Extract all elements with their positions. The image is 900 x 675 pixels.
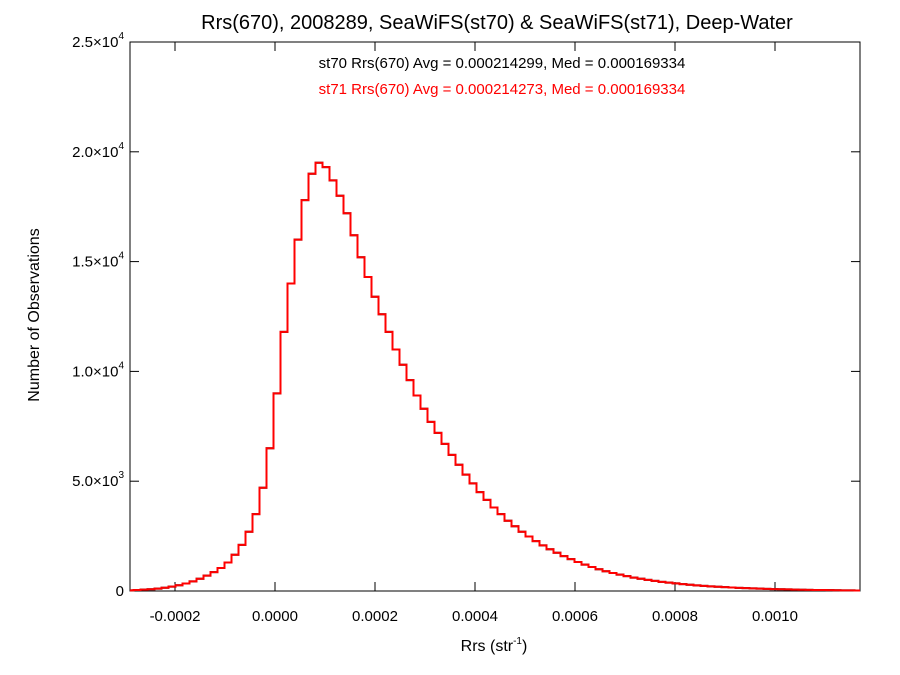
x-tick-label: 0.0008 <box>652 608 698 625</box>
y-tick-label: 0 <box>116 583 124 600</box>
x-tick-label: 0.0006 <box>552 608 598 625</box>
x-axis-label-superscript: -1 <box>513 636 522 647</box>
x-tick-label: 0.0004 <box>452 608 498 625</box>
y-tick-exponent: 3 <box>118 470 124 481</box>
annotation-st70: st70 Rrs(670) Avg = 0.000214299, Med = 0… <box>319 55 686 72</box>
x-axis-label: Rrs (str-1) <box>461 636 528 655</box>
series-line-st70 <box>130 161 860 592</box>
y-tick-mantissa: 2.5×10 <box>72 34 118 51</box>
x-axis-ticks: -0.0002 0.0000 0.0002 0.0004 0.0006 0.0008 0.0… <box>150 42 798 625</box>
y-tick-label: 1.0×104 <box>72 360 124 380</box>
x-axis-label-close: ) <box>522 638 527 655</box>
y-tick-label: 2.0×104 <box>72 141 124 161</box>
plot-area: -0.0002 0.0000 0.0002 0.0004 0.0006 0.0008 0.0… <box>72 31 861 625</box>
y-tick-mantissa: 1.0×10 <box>72 363 118 380</box>
y-tick-mantissa: 1.5×10 <box>72 254 118 271</box>
chart-title: Rrs(670), 2008289, SeaWiFS(st70) & SeaWi… <box>201 12 793 34</box>
y-tick-mantissa: 2.0×10 <box>72 144 118 161</box>
y-tick-exponent: 4 <box>118 31 124 42</box>
plot-frame <box>129 41 861 592</box>
y-axis-label: Number of Observations <box>26 228 43 401</box>
y-tick-label: 5.0×103 <box>72 470 124 490</box>
y-tick-label: 2.5×104 <box>72 31 124 51</box>
series-line-st71 <box>130 161 860 592</box>
histogram-series <box>130 161 860 592</box>
y-tick-exponent: 4 <box>118 141 124 152</box>
y-tick-mantissa: 0 <box>116 583 124 600</box>
y-tick-mantissa: 5.0×10 <box>72 473 118 490</box>
y-tick-exponent: 4 <box>118 251 124 262</box>
x-tick-label: 0.0010 <box>752 608 798 625</box>
x-tick-label: 0.0000 <box>252 608 298 625</box>
x-axis-label-base: Rrs (str <box>461 638 514 655</box>
annotation-st71: st71 Rrs(670) Avg = 0.000214273, Med = 0… <box>319 81 686 98</box>
x-tick-label: -0.0002 <box>150 608 201 625</box>
y-tick-label: 1.5×104 <box>72 251 124 271</box>
y-tick-exponent: 4 <box>118 360 124 371</box>
x-tick-label: 0.0002 <box>352 608 398 625</box>
